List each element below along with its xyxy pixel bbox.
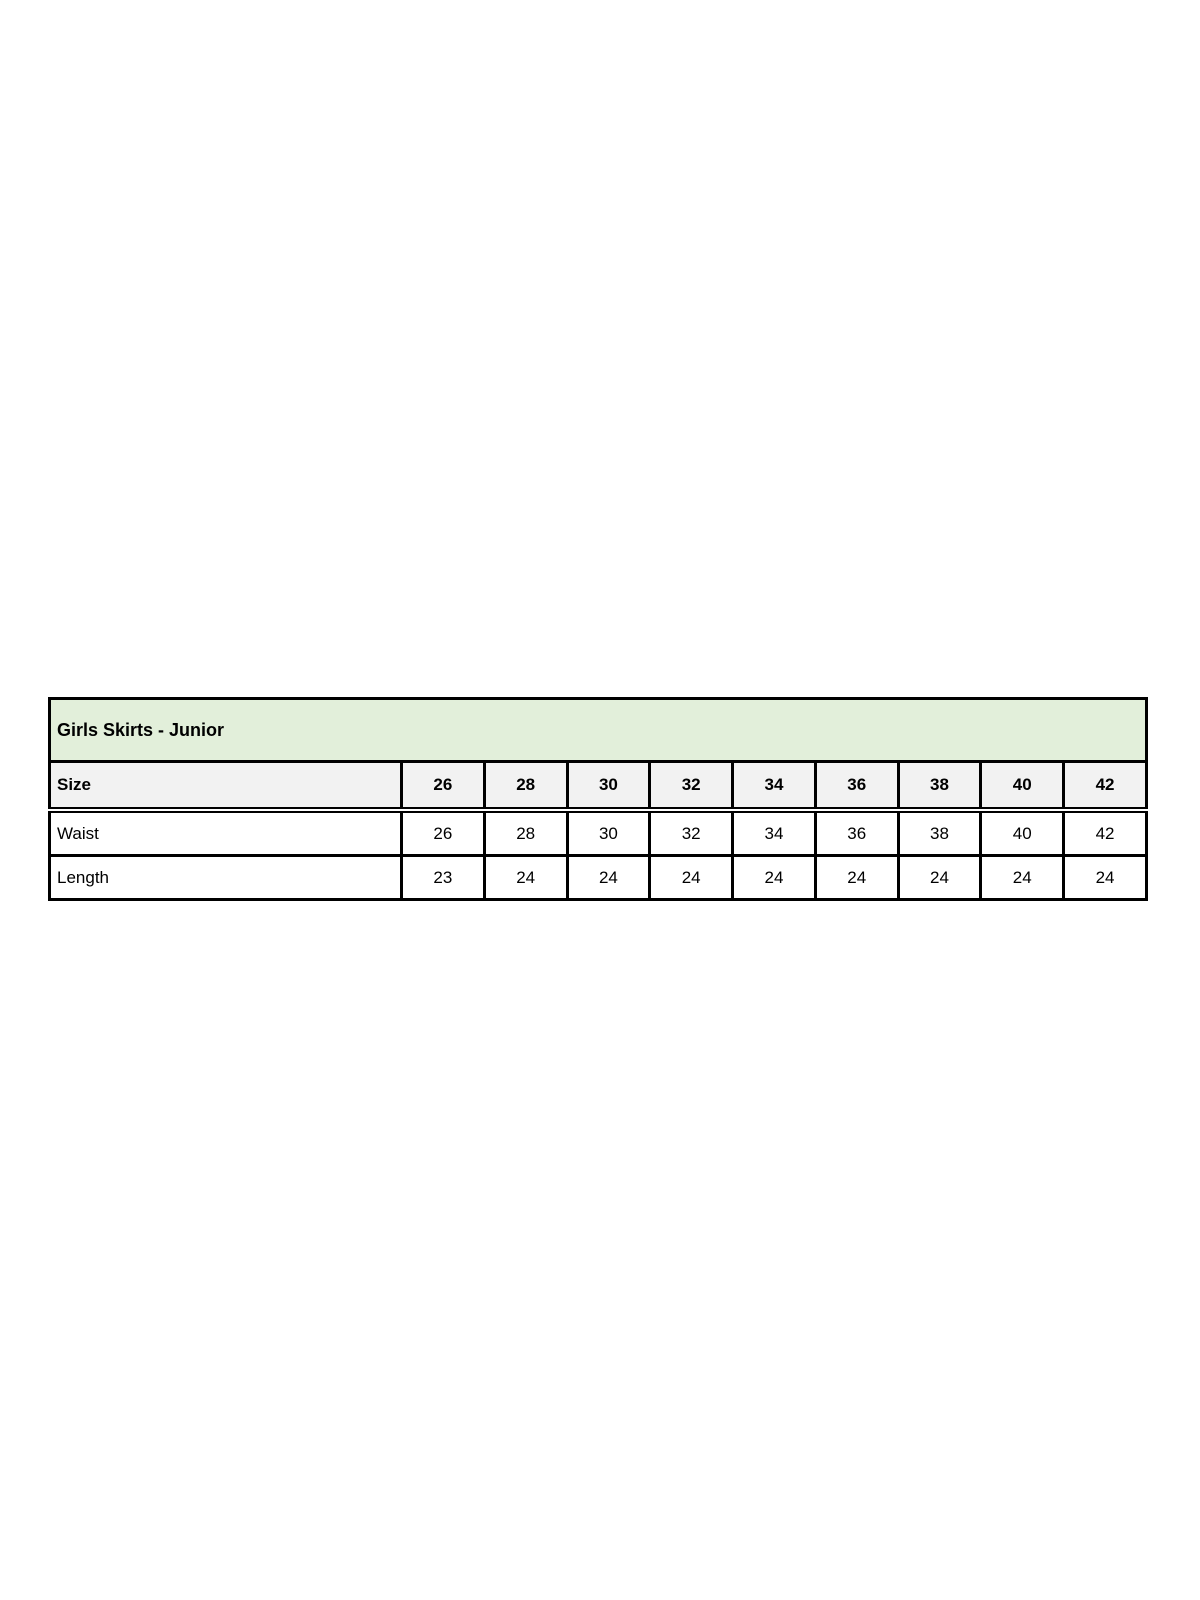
waist-value: 28: [482, 808, 569, 857]
size-header-value: 30: [565, 760, 652, 813]
table-title: Girls Skirts - Junior: [48, 697, 1148, 763]
length-value: 24: [648, 854, 735, 901]
waist-value: 34: [731, 808, 817, 857]
size-header-label: Size: [48, 760, 403, 813]
length-value: 24: [813, 854, 900, 901]
size-header-value: 40: [979, 760, 1066, 813]
title-row: Girls Skirts - Junior: [48, 697, 1148, 763]
length-value: 24: [896, 854, 983, 901]
length-row-label: Length: [48, 854, 403, 901]
length-value: 24: [731, 854, 817, 901]
waist-value: 26: [400, 808, 486, 857]
waist-row-label: Waist: [48, 808, 403, 857]
size-header-value: 36: [813, 760, 900, 813]
waist-value: 36: [813, 808, 900, 857]
length-value: 24: [565, 854, 652, 901]
size-chart-container: Girls Skirts - Junior Size 26 28 30 32 3…: [48, 697, 1148, 901]
waist-value: 32: [648, 808, 735, 857]
waist-value: 38: [896, 808, 983, 857]
waist-value: 40: [979, 808, 1066, 857]
length-value: 24: [979, 854, 1066, 901]
size-header-value: 34: [731, 760, 817, 813]
size-header-value: 26: [400, 760, 486, 813]
waist-value: 42: [1062, 808, 1148, 857]
length-row: Length 23 24 24 24 24 24 24 24 24: [48, 854, 1148, 901]
length-value: 23: [400, 854, 486, 901]
waist-value: 30: [565, 808, 652, 857]
size-header-value: 38: [896, 760, 983, 813]
length-value: 24: [482, 854, 569, 901]
size-chart-table: Girls Skirts - Junior Size 26 28 30 32 3…: [48, 697, 1148, 901]
size-header-row: Size 26 28 30 32 34 36 38 40 42: [48, 760, 1148, 813]
size-header-value: 28: [482, 760, 569, 813]
size-header-value: 42: [1062, 760, 1148, 813]
size-header-value: 32: [648, 760, 735, 813]
waist-row: Waist 26 28 30 32 34 36 38 40 42: [48, 808, 1148, 857]
length-value: 24: [1062, 854, 1148, 901]
